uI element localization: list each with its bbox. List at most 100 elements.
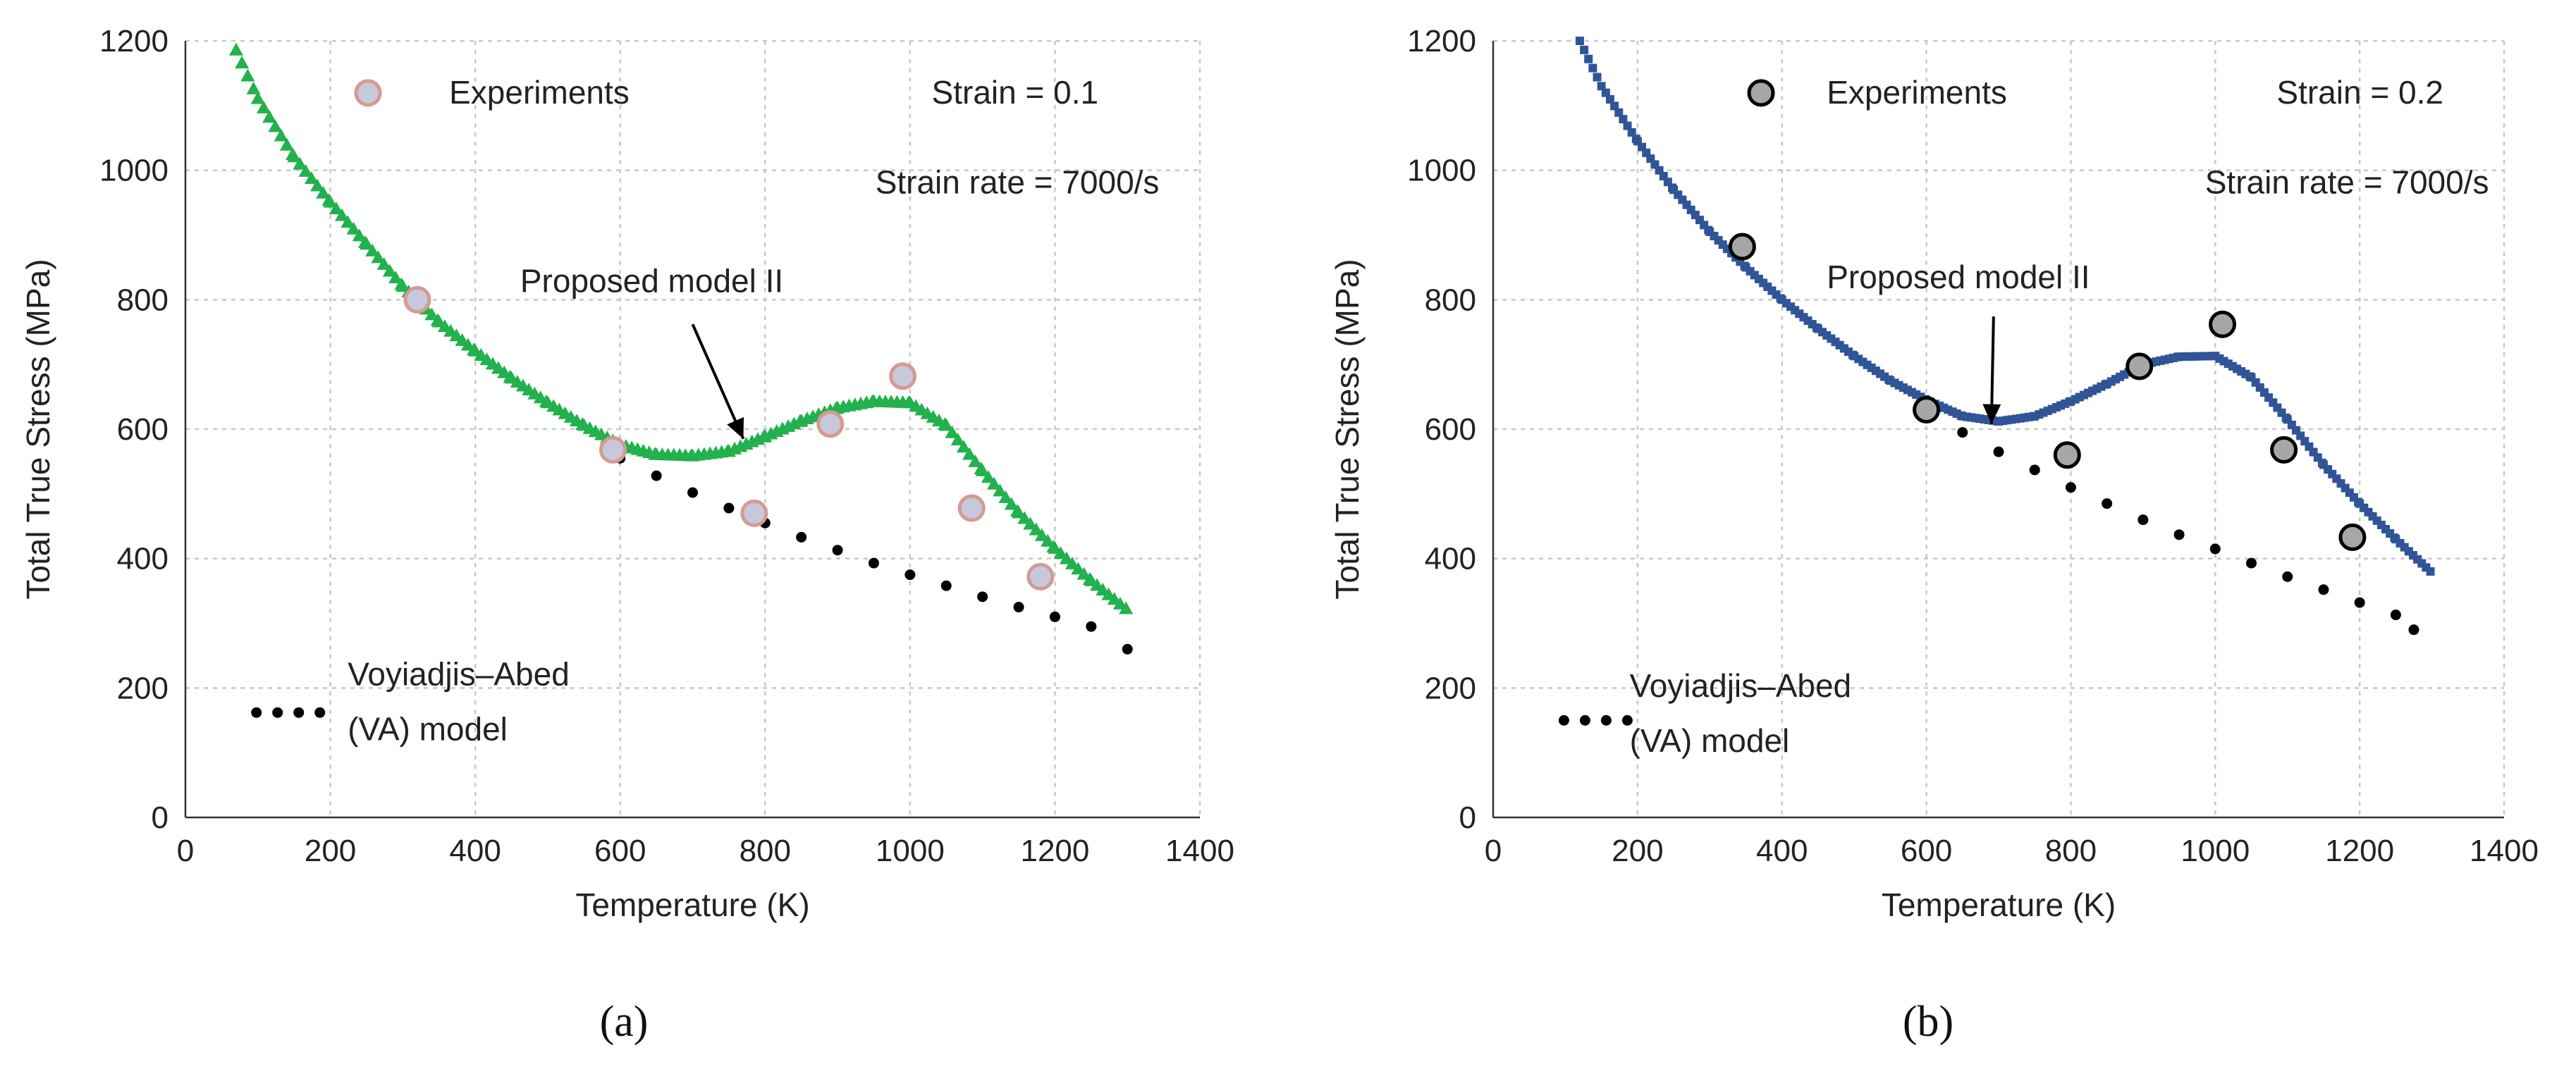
proposed-model-point: [968, 454, 983, 467]
x-tick-label: 400: [449, 834, 501, 868]
experiment-point: [2209, 310, 2237, 338]
legend-va-marker: [1600, 715, 1612, 726]
strain-rate-annotation: Strain rate = 7000/s: [876, 164, 1160, 201]
proposed-model-point: [287, 149, 302, 163]
proposed-model-point: [293, 156, 307, 170]
experiment-point: [889, 362, 917, 390]
y-tick-label: 200: [117, 671, 168, 705]
va-model-point: [2354, 597, 2365, 608]
proposed-model-point: [1623, 121, 1632, 130]
x-tick-label: 1200: [2325, 834, 2394, 868]
proposed-model-point: [1580, 45, 1589, 54]
y-tick-label: 1000: [99, 154, 168, 188]
proposed-model-point: [359, 237, 374, 250]
proposed-model-point: [388, 271, 403, 284]
legend-experiments-label: Experiments: [449, 74, 630, 111]
chart-panel-b: 0 200 400 600 800 1000 1200 1400 0 200 400 600 800 10…: [1329, 24, 2539, 1046]
strain-annotation: Strain = 0.2: [2276, 74, 2443, 111]
proposed-model-point: [274, 128, 288, 142]
proposed-model-point: [228, 42, 243, 56]
proposed-model-point: [257, 100, 271, 113]
va-model-point: [1086, 621, 1097, 632]
y-tick-label: 1000: [1407, 154, 1476, 188]
proposed-model-point: [1858, 357, 1867, 366]
model-annotation-label: Proposed model II: [1827, 259, 2090, 295]
proposed-model-point: [346, 221, 361, 235]
va-model-point: [2282, 571, 2293, 582]
va-model-point: [796, 531, 807, 543]
experiment-point: [599, 435, 627, 464]
x-tick-label: 600: [1901, 834, 1952, 868]
y-tick-label: 400: [1425, 542, 1476, 576]
va-model-point: [904, 569, 916, 581]
y-tick-label: 200: [1425, 671, 1476, 705]
y-tick-label: 0: [1459, 801, 1476, 835]
proposed-model-series: [228, 42, 1134, 614]
va-model-point: [2246, 557, 2257, 569]
proposed-model-point: [329, 202, 343, 215]
experiment-point: [2338, 523, 2367, 551]
y-tick-label: 800: [1425, 283, 1476, 317]
proposed-model-point: [1619, 115, 1628, 124]
y-tick-label: 400: [117, 542, 168, 576]
y-axis-label: Total True Stress (MPa): [1329, 259, 1366, 599]
x-tick-label: 1200: [1020, 834, 1089, 868]
proposed-model-point: [998, 490, 1013, 503]
y-tick-label: 600: [1425, 412, 1476, 447]
proposed-model-point: [298, 163, 313, 177]
va-model-point: [723, 502, 735, 514]
proposed-model-point: [246, 81, 261, 94]
va-model-point: [832, 545, 843, 556]
strain-annotation: Strain = 0.1: [932, 74, 1099, 111]
legend-va-marker: [1621, 715, 1633, 726]
x-tick-label: 800: [740, 834, 791, 868]
proposed-model-point: [1034, 528, 1049, 541]
va-model-point: [2390, 610, 2401, 621]
va-model-point: [1013, 602, 1024, 613]
proposed-model-point: [1119, 601, 1134, 614]
va-model-point: [1957, 427, 1968, 438]
proposed-model-point: [310, 178, 325, 192]
x-tick-label: 800: [2045, 834, 2097, 868]
legend-va-marker: [314, 707, 326, 718]
proposed-model-point: [1004, 497, 1019, 510]
legend-va-marker: [293, 707, 305, 718]
x-tick-label: 1000: [876, 834, 945, 868]
proposed-model-point: [1854, 354, 1863, 364]
proposed-model-point: [1012, 505, 1026, 519]
x-tick-label: 0: [177, 834, 194, 868]
legend-experiments-marker: [354, 79, 382, 107]
proposed-model-point: [1597, 82, 1606, 91]
legend-va-marker: [251, 707, 262, 718]
proposed-model-point: [1610, 101, 1619, 111]
va-model-point: [1049, 611, 1060, 622]
y-axis-label: Total True Stress (MPa): [20, 259, 56, 599]
proposed-model-point: [424, 307, 439, 321]
proposed-model-point: [1605, 95, 1614, 104]
proposed-model-point: [323, 194, 338, 208]
proposed-model-point: [376, 257, 391, 270]
proposed-model-point: [1601, 88, 1610, 97]
proposed-model-point: [950, 432, 965, 445]
proposed-model-point: [956, 440, 971, 453]
va-model-point: [940, 580, 952, 591]
y-tick-label: 0: [152, 801, 168, 835]
va-model-point: [2408, 624, 2419, 636]
legend-va-label-line1: Voyiadjis–Abed: [348, 656, 570, 693]
proposed-model-point: [939, 418, 954, 431]
proposed-model-point: [1584, 54, 1593, 63]
va-model-point: [2173, 529, 2185, 540]
experiment-point: [816, 410, 845, 438]
legend-experiments-marker: [1747, 79, 1775, 107]
x-tick-label: 1400: [2470, 834, 2539, 868]
model-annotation-arrow: [691, 323, 745, 440]
proposed-model-point: [987, 476, 1002, 490]
va-model-point: [2209, 543, 2221, 555]
panel-label: (a): [600, 998, 649, 1046]
proposed-model-point: [981, 470, 995, 483]
chart-panel-a: 0 200 400 600 800 1000 1200 1400 0 200 400 600 800 10…: [20, 24, 1234, 1046]
proposed-model-point: [975, 463, 990, 476]
proposed-model-point: [1029, 522, 1043, 536]
legend-va-label-line2: (VA) model: [1630, 722, 1790, 759]
